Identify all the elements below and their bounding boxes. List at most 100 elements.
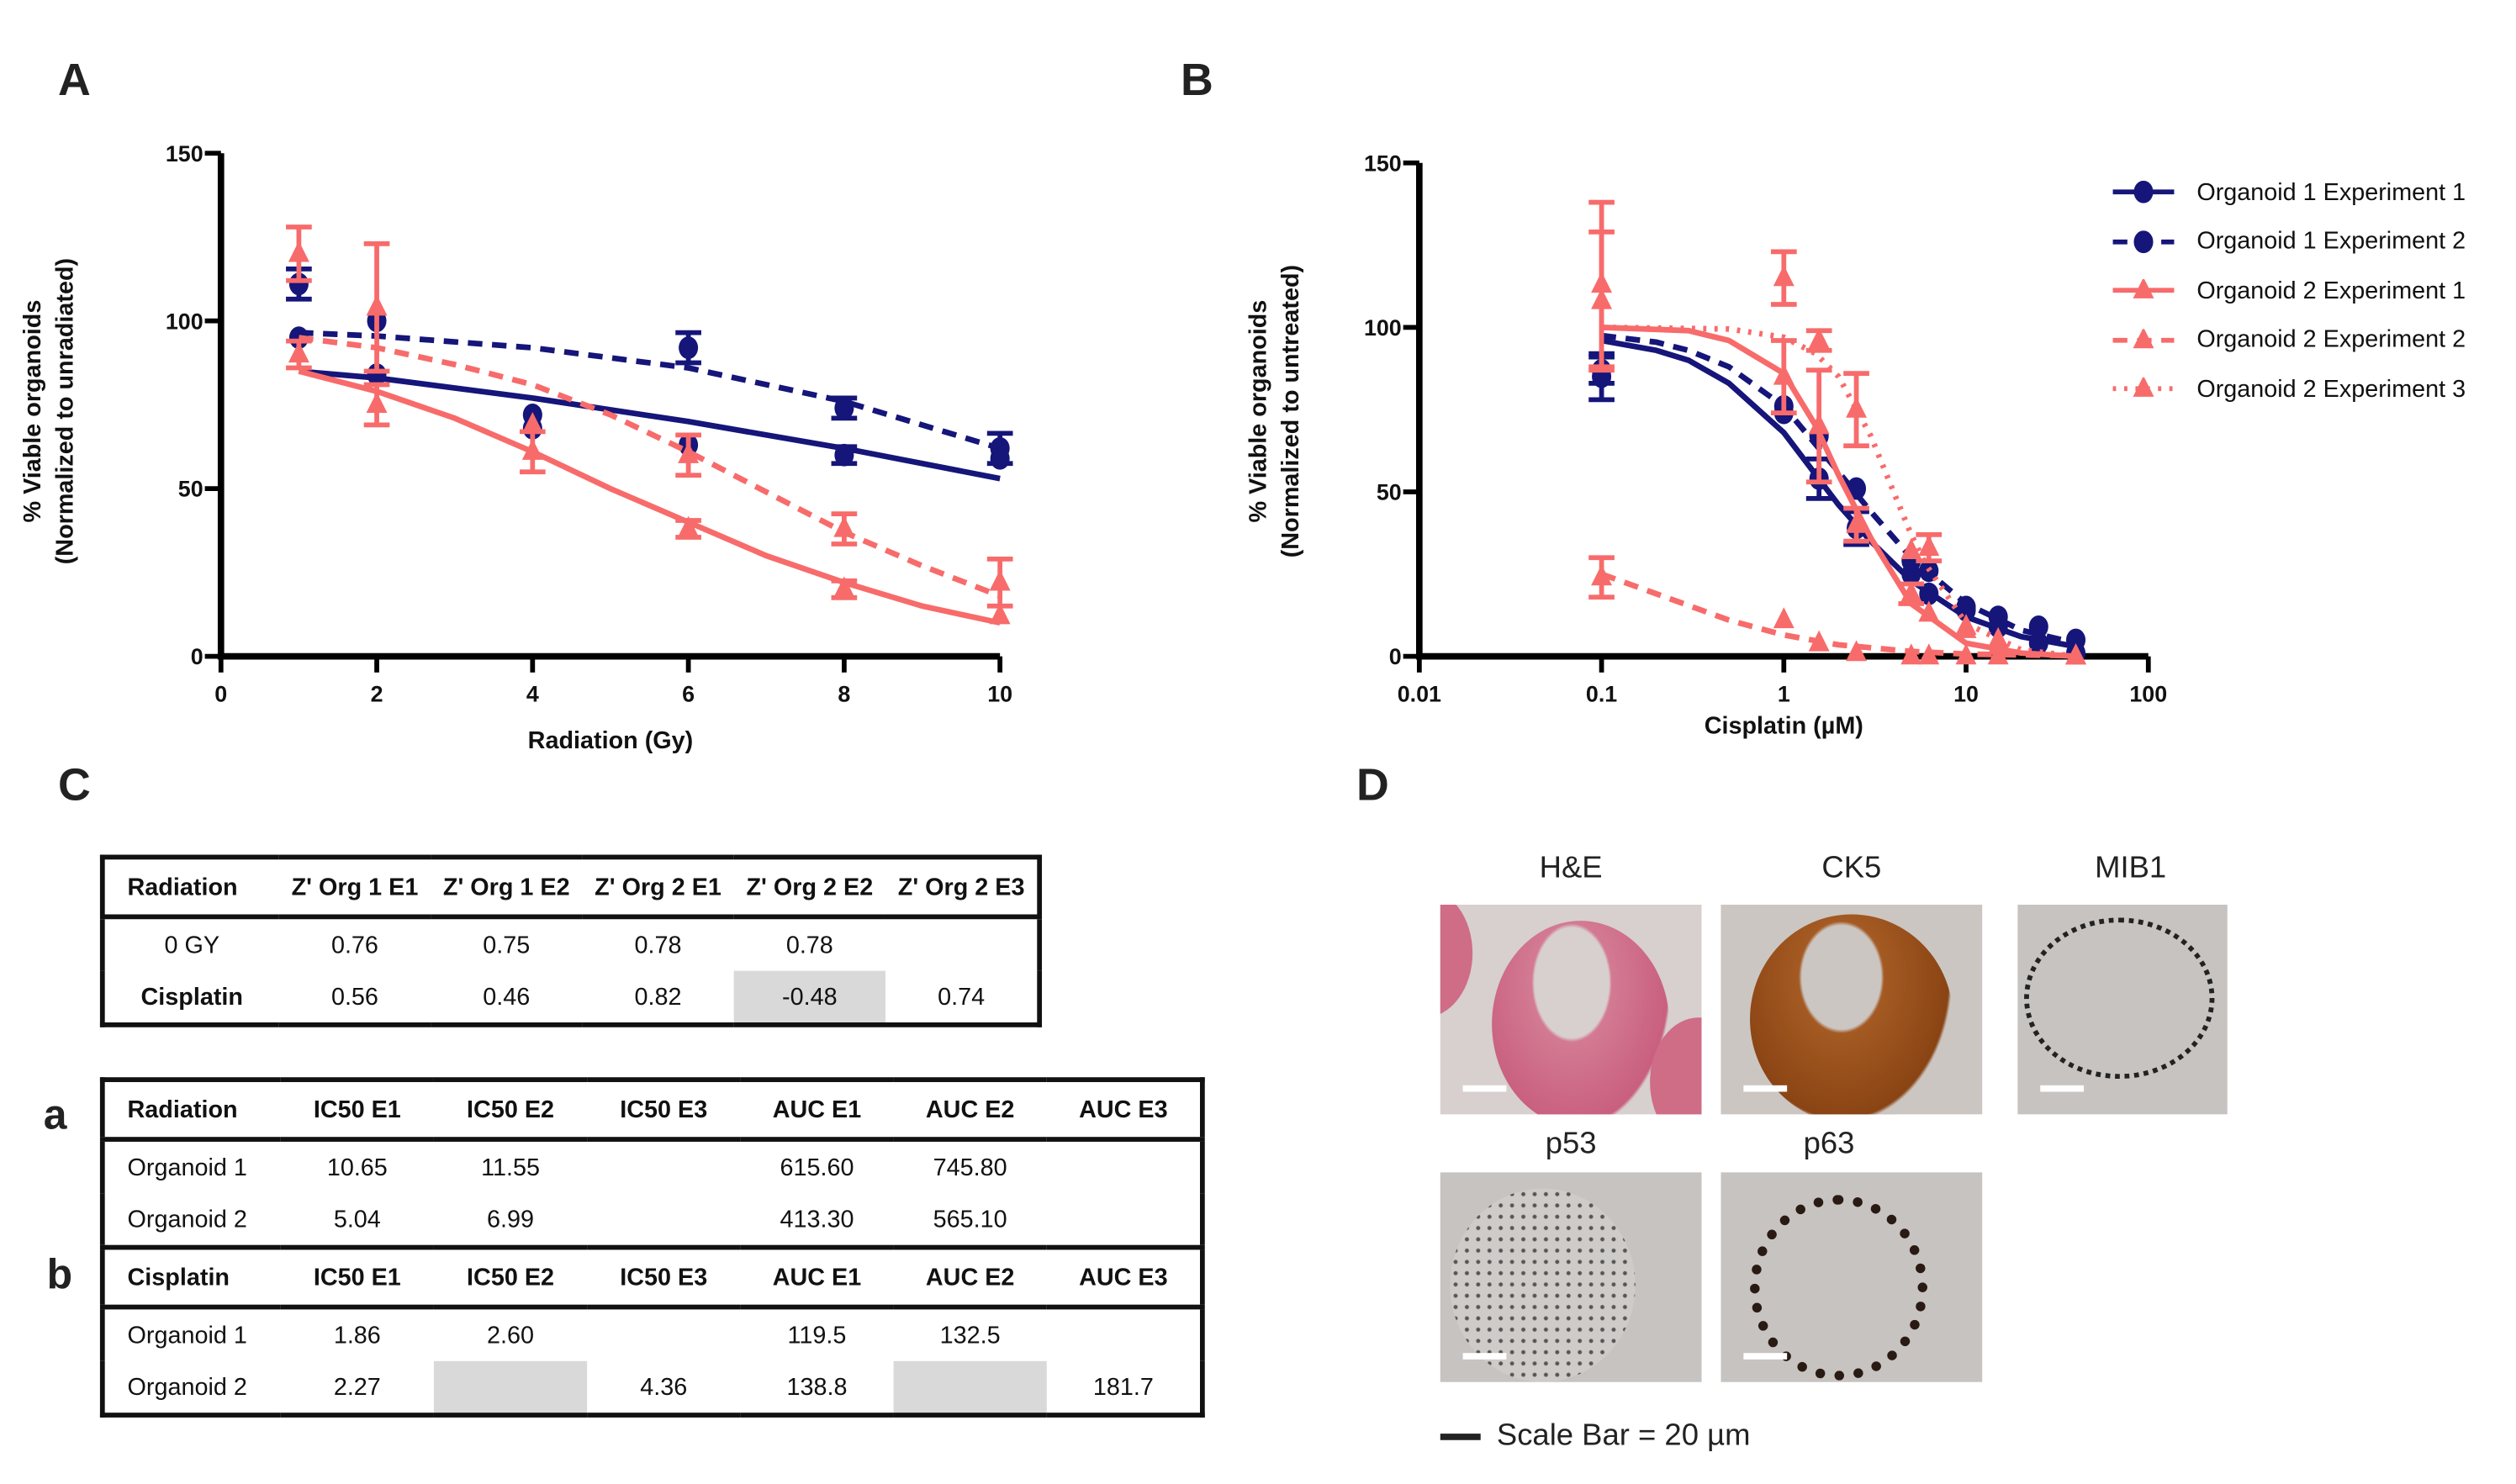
data-point [2028,631,2048,655]
data-point [288,240,309,262]
header-cell: Z' Org 1 E1 [278,857,431,920]
header-cell: AUC E2 [893,1247,1047,1310]
header-cell: IC50 E1 [280,1080,434,1142]
scale-bar [1462,1353,1507,1360]
data-point [1955,643,1977,665]
data-point [366,392,388,414]
data-point [2066,628,2086,652]
fit-curve-o2e1 [1601,324,2076,659]
legend-swatch-o1e1 [2112,181,2175,204]
row-label: Organoid 2 [127,1205,247,1233]
table-row: Organoid 1 10.65 11.55 615.60 745.80 [103,1139,1202,1193]
x-axis-label: Radiation (Gy) [528,727,694,754]
x-tick-label: 0 [214,681,227,706]
legend-label: Organoid 1 Experiment 2 [2196,227,2466,256]
table-row: Organoid 2 5.04 6.99 413.30 565.10 [102,1193,1202,1248]
panel-label-a: A [58,55,91,105]
series-o2e3 [1588,199,2086,665]
legend-swatch-o2e2 [2112,328,2175,348]
header-cell: AUC E1 [740,1247,894,1310]
legend-item: Organoid 2 Experiment 3 [2110,364,2466,413]
scale-bar [2040,1085,2085,1092]
x-tick-label: 0.1 [1586,681,1617,706]
header-cell: IC50 E3 [587,1080,741,1142]
y-tick-label: 150 [1364,151,1402,176]
cell: 565.10 [933,1205,1007,1233]
scale-bar-legend: Scale Bar = 20 µm [1440,1418,1751,1455]
header-cell: Z' Org 2 E1 [582,857,734,920]
legend-label: Organoid 2 Experiment 1 [2196,277,2466,305]
x-tick-label: 1 [1778,681,1790,706]
fit-curve-o2e3 [1601,324,2076,659]
x-tick-label: 8 [838,681,850,706]
table-row: Cisplatin 0.56 0.46 0.82 -0.48 0.74 [103,970,1039,1025]
data-point [1900,580,1922,602]
cell [1047,1307,1202,1361]
cell [1047,1193,1202,1247]
legend-swatch-o1e2 [2112,230,2175,253]
x-tick-label: 10 [987,681,1012,706]
header-cell: Z' Org 2 E2 [733,857,885,920]
cell: 138.8 [786,1373,848,1401]
data-point [521,412,543,433]
series-o1e1 [286,266,1010,482]
cell-highlighted [433,1360,588,1416]
data-point [1918,535,1940,557]
data-point [1591,272,1613,293]
legend-marker [2133,328,2154,348]
data-point [1773,363,1794,385]
header-cell: AUC E2 [893,1080,1047,1142]
cell: 11.55 [481,1154,540,1181]
data-point [2065,643,2086,665]
cell [587,1139,740,1193]
panel-label-d: D [1356,759,1389,810]
data-point [2028,615,2048,638]
table-header-row: Cisplatin IC50 E1 IC50 E2 IC50 E3 AUC E1… [102,1247,1202,1310]
cell: 745.80 [933,1154,1007,1181]
fit-curve-o2e1 [298,368,1001,626]
scale-bar [1462,1085,1507,1092]
y-tick-label: 0 [1389,644,1402,669]
data-point [1987,626,2009,648]
image-caption-p63: p63 [1803,1127,1855,1161]
cell: 5.04 [333,1205,381,1233]
y-tick-label: 100 [1364,315,1402,341]
series-o1e1 [1588,337,2086,665]
cell: 0.78 [634,931,682,959]
data-point [288,341,309,363]
chart-a: 0 50 100 150 0 2 4 6 8 10 Radiation (Gy) % Viable o… [19,141,1013,754]
data-point [1773,607,1794,629]
ck5-stain-image [1720,904,1983,1115]
header-cell: Cisplatin [102,1247,281,1310]
header-cell: AUC E3 [1046,1247,1202,1310]
table-row: Organoid 1 1.86 2.60 119.5 132.5 [103,1307,1202,1361]
x-tick-label: 0.01 [1398,681,1441,706]
cell: 0.82 [634,983,682,1011]
data-point [834,396,854,420]
x-tick-label: 10 [1953,681,1979,706]
cell: 4.36 [640,1373,688,1401]
cell-highlighted: -0.48 [733,970,885,1025]
header-cell: Z' Org 1 E2 [431,857,583,920]
fit-curve-o2e2 [298,335,1002,599]
y-tick-label: 50 [1377,480,1402,505]
data-point [366,294,388,316]
legend-marker [2133,230,2154,253]
y-axis-label: (Normalized to untreated) [1277,265,1304,557]
data-point [1846,511,1868,533]
y-axis-label: % Viable organoids [19,300,46,523]
y-tick-label: 100 [166,309,204,334]
row-label: Organoid 1 [127,1321,247,1349]
table-header-row: Radiation IC50 E1 IC50 E2 IC50 E3 AUC E1… [102,1080,1202,1142]
cell: 413.30 [780,1205,854,1233]
cell: 1.86 [333,1321,381,1349]
y-axis-label: % Viable organoids [1245,300,1272,523]
cell: 615.60 [780,1154,854,1181]
y-tick-label: 150 [166,141,204,166]
scale-bar-text: Scale Bar = 20 µm [1496,1418,1751,1454]
cell: 2.60 [487,1321,535,1349]
header-cell: IC50 E2 [433,1247,588,1310]
data-point [678,515,700,537]
data-point [1846,396,1868,418]
